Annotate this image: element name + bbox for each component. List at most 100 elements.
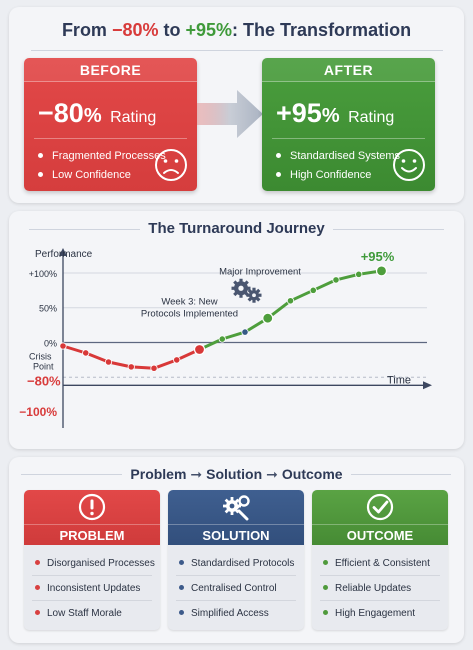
bullet-icon [38, 152, 43, 158]
annotation-label: Major Improvement [219, 266, 301, 277]
data-point [309, 286, 317, 294]
after-rating: +95% Rating [276, 98, 435, 128]
gear-icon [231, 278, 251, 298]
outcome-item-text: High Engagement [335, 608, 416, 619]
list-item: Reliable Updates [320, 576, 440, 601]
before-rating: −80% Rating [38, 98, 197, 128]
after-rating-label: Rating [348, 109, 395, 126]
arrow-right-icon: ➞ [266, 466, 278, 482]
bullet-icon [38, 171, 43, 177]
end-value-label: +95% [361, 249, 395, 264]
before-card-divider [34, 138, 187, 139]
outcome-title: OUTCOME [312, 524, 448, 545]
list-item: Disorganised Processes [32, 551, 155, 576]
problem-item-text: Low Staff Morale [47, 608, 122, 619]
after-card: AFTER +95% Rating Standardised Systems H… [262, 58, 435, 191]
bullet-icon [276, 171, 281, 177]
solution-item-text: Simplified Access [191, 608, 269, 619]
bullet-icon [35, 559, 40, 565]
before-rating-unit: % [83, 105, 102, 127]
list-item: Simplified Access [176, 601, 296, 626]
list-item: Fragmented Processes [38, 147, 197, 166]
gear-icon [246, 287, 262, 303]
data-point [375, 265, 388, 277]
data-point [241, 328, 249, 336]
list-item: Efficient & Consistent [320, 551, 440, 576]
data-point [82, 349, 90, 357]
y-tick-label: −100% [19, 405, 57, 419]
before-card: BEFORE −80% Rating Fragmented Processes … [24, 58, 197, 191]
problem-list: Disorganised Processes Inconsistent Upda… [24, 545, 160, 626]
low-value-label: −80% [27, 373, 61, 388]
before-rating-value: −80 [38, 98, 84, 128]
happy-face-icon [393, 149, 425, 181]
bullet-icon [323, 609, 328, 615]
title-suffix: : The Transformation [232, 20, 412, 40]
list-item: High Confidence [276, 166, 435, 185]
list-item: High Engagement [320, 601, 440, 626]
data-point [332, 276, 340, 284]
journey-panel: The Turnaround Journey +100% 50% 0% −100% Pe… [9, 211, 464, 449]
transition-arrow-icon [197, 90, 263, 138]
before-points: Fragmented Processes Low Confidence [38, 147, 197, 185]
outcome-column: OUTCOME Efficient & Consistent Reliable … [312, 490, 448, 630]
chart-title-text: The Turnaround Journey [140, 220, 333, 237]
data-point [104, 358, 113, 366]
bullet-icon [276, 152, 281, 158]
flow-panel: Problem ➞ Solution ➞ Outcome PROBLEM Disorga… [9, 457, 464, 643]
crisis-point-label: Crisis [29, 351, 52, 361]
flow-step-problem: Problem [130, 466, 187, 482]
bullet-icon [323, 584, 328, 590]
data-point [127, 363, 135, 371]
bullet-icon [323, 559, 328, 565]
bullet-icon [179, 609, 184, 615]
list-item: Centralised Control [176, 576, 296, 601]
title-middle: to [158, 20, 186, 40]
before-rating-label: Rating [110, 109, 157, 126]
flow-step-outcome: Outcome [281, 466, 343, 482]
problem-title: PROBLEM [24, 524, 160, 545]
data-point [193, 343, 206, 356]
outcome-header: OUTCOME [312, 490, 448, 545]
solution-title: SOLUTION [168, 524, 304, 545]
bullet-icon [35, 609, 40, 615]
after-card-title: AFTER [262, 58, 435, 82]
after-rating-value: +95 [276, 98, 322, 128]
flow-title: Problem ➞ Solution ➞ Outcome [9, 466, 464, 483]
before-after-panel: From −80% to +95%: The Transformation BE… [9, 7, 464, 203]
after-rating-unit: % [321, 105, 340, 127]
title-divider [31, 50, 443, 51]
solution-list: Standardised Protocols Centralised Contr… [168, 545, 304, 626]
sad-face-icon [155, 149, 187, 181]
solution-column: SOLUTION Standardised Protocols Centrali… [168, 490, 304, 630]
bullet-icon [179, 559, 184, 565]
chart-title: The Turnaround Journey [9, 220, 464, 237]
y-tick-label: 50% [39, 304, 57, 314]
outcome-list: Efficient & Consistent Reliable Updates … [312, 545, 448, 626]
data-point [218, 335, 226, 343]
list-item: Inconsistent Updates [32, 576, 152, 601]
x-axis-arrow-icon [423, 381, 432, 390]
bullet-icon [179, 584, 184, 590]
y-tick-label: +100% [29, 269, 57, 279]
problem-column: PROBLEM Disorganised Processes Inconsist… [24, 490, 160, 630]
problem-item-text: Disorganised Processes [47, 558, 155, 569]
outcome-item-text: Reliable Updates [335, 583, 412, 594]
gears-wrench-icon [223, 495, 250, 521]
data-point [355, 270, 363, 278]
x-axis-label: Time [387, 374, 411, 386]
annotation-label: Protocols Implemented [141, 308, 238, 319]
list-item: Low Staff Morale [32, 601, 152, 626]
title-before-value: −80% [111, 20, 159, 40]
checkmark-icon [366, 493, 394, 521]
problem-header: PROBLEM [24, 490, 160, 545]
before-point-text: Fragmented Processes [52, 150, 166, 162]
data-point [173, 356, 181, 364]
before-card-title: BEFORE [24, 58, 197, 82]
title-after-value: +95% [185, 20, 233, 40]
problem-item-text: Inconsistent Updates [47, 583, 141, 594]
data-point [150, 364, 158, 372]
after-card-divider [272, 138, 425, 139]
y-axis-arrow-icon [59, 248, 67, 256]
page-title: From −80% to +95%: The Transformation [9, 20, 464, 41]
